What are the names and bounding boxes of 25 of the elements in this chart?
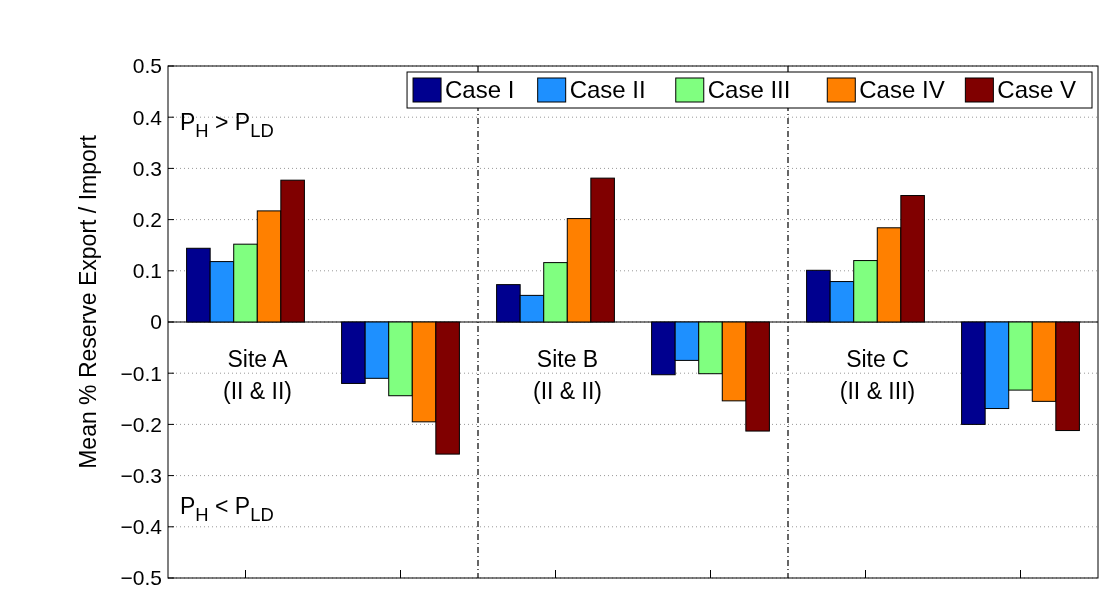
y-tick-label: 0 (150, 310, 162, 334)
y-tick-label: 0.4 (132, 105, 163, 129)
annotation: Site B (536, 346, 599, 372)
y-tick-label: −0.3 (120, 463, 162, 487)
y-tick-label: 0.1 (132, 259, 162, 283)
y-tick-label: −0.2 (120, 412, 162, 436)
annotation: (II & II) (223, 378, 292, 404)
annotation: P$_{H}$ > P$_{LD}$ (180, 109, 274, 142)
y-tick-label: 0.2 (132, 207, 162, 231)
legend-label: Case II (569, 76, 646, 104)
annotation: P$_{H}$ < P$_{LD}$ (180, 493, 274, 526)
legend-label: Case I (445, 76, 515, 104)
annotation: Site A (227, 346, 289, 372)
legend-label: Case V (997, 76, 1077, 104)
y-tick-label: 0.3 (132, 156, 162, 180)
y-tick-label: −0.5 (120, 566, 162, 590)
legend-label: Case III (707, 76, 791, 104)
legend-label: Case IV (859, 76, 945, 104)
y-tick-label: −0.1 (120, 361, 162, 385)
annotation: (II & II) (533, 378, 602, 404)
y-axis-title: Mean % Reserve Export / Import (75, 134, 101, 469)
annotation: Site C (846, 346, 909, 372)
annotation: (II & III) (839, 378, 916, 404)
y-tick-label: −0.4 (120, 515, 163, 539)
y-tick-label: 0.5 (132, 54, 162, 78)
